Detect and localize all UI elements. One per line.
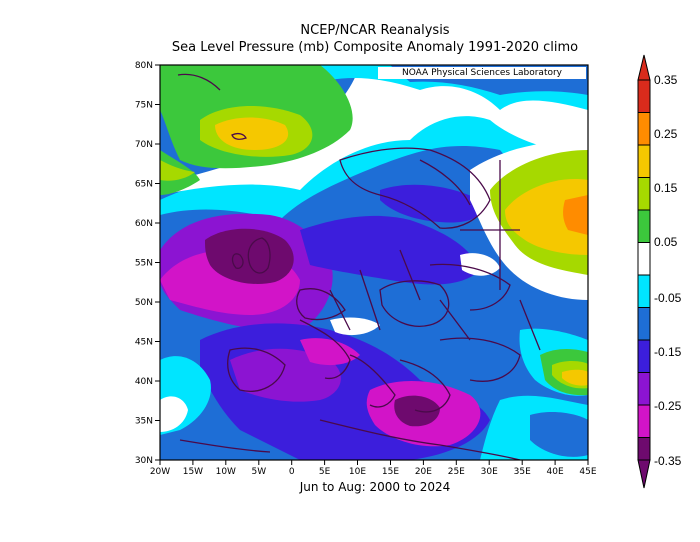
- lon-tick-label: 30E: [481, 467, 498, 477]
- lon-tick-label: 45E: [579, 467, 596, 477]
- map-subtitle: Sea Level Pressure (mb) Composite Anomal…: [171, 40, 579, 55]
- map-title: NCEP/NCAR Reanalysis: [300, 23, 450, 38]
- anomaly-field: [160, 65, 588, 460]
- lon-tick-label: 5E: [319, 467, 331, 477]
- colorbar-label: 0.35: [654, 73, 678, 87]
- lon-tick-label: 20E: [415, 467, 432, 477]
- lat-tick-label: 70N: [135, 140, 153, 150]
- lat-tick-label: 80N: [135, 61, 153, 71]
- lat-tick-label: 55N: [135, 259, 153, 269]
- coastlines: [177, 73, 541, 460]
- colorbar-swatch: [637, 339, 651, 373]
- lon-tick-label: 40E: [547, 467, 564, 477]
- lon-tick-label: 15E: [382, 467, 399, 477]
- colorbar-label: -0.05: [654, 291, 682, 305]
- lat-tick-label: 35N: [135, 417, 153, 427]
- lat-tick-label: 40N: [135, 377, 153, 387]
- lat-tick-label: 65N: [135, 180, 153, 190]
- lat-tick-label: 60N: [135, 219, 153, 229]
- lon-tick-label: 35E: [514, 467, 531, 477]
- colorbar-label: 0.15: [654, 181, 678, 195]
- lon-tick-label: 10E: [349, 467, 366, 477]
- colorbar-swatch: [637, 144, 651, 178]
- time-period-label: Jun to Aug: 2000 to 2024: [299, 480, 451, 494]
- lat-tick-label: 50N: [135, 298, 153, 308]
- colorbar-swatch: [637, 372, 651, 406]
- colorbar-swatch: [637, 177, 651, 211]
- lon-tick-label: 25E: [448, 467, 465, 477]
- colorbar-label: 0.05: [654, 235, 678, 249]
- colorbar-bottom-arrow: [637, 459, 651, 489]
- longitude-axis: 20W 15W 10W 5W 0 5E 10E 15E 20E 25E 30E …: [150, 460, 597, 477]
- colorbar-label: -0.15: [654, 345, 682, 359]
- colorbar-label: -0.25: [654, 399, 682, 413]
- colorbar-swatch: [637, 274, 651, 308]
- lon-tick-label: 5W: [251, 467, 266, 477]
- lon-tick-label: 20W: [150, 467, 170, 477]
- latitude-axis: 80N 75N 70N 65N 60N 55N 50N 45N 40N 35N …: [135, 61, 160, 466]
- colorbar-swatch: [637, 209, 651, 243]
- lat-tick-label: 75N: [135, 101, 153, 111]
- colorbar: 0.35 0.25 0.15 0.05 -0.05 -0.15 -0.25 -0…: [637, 54, 682, 489]
- colorbar-label: -0.35: [654, 454, 682, 468]
- lon-tick-label: 15W: [183, 467, 203, 477]
- lat-tick-label: 45N: [135, 338, 153, 348]
- colorbar-top-arrow: [637, 54, 651, 81]
- colorbar-swatch: [637, 437, 651, 461]
- colorbar-swatch: [637, 79, 651, 113]
- colorbar-swatch: [637, 242, 651, 276]
- credit-label: NOAA Physical Sciences Laboratory: [378, 67, 586, 79]
- lon-tick-label: 10W: [216, 467, 236, 477]
- lon-tick-label: 0: [289, 467, 295, 477]
- colorbar-swatch: [637, 404, 651, 438]
- colorbar-swatch: [637, 307, 651, 341]
- lat-tick-label: 30N: [135, 456, 153, 466]
- colorbar-swatch: [637, 112, 651, 146]
- colorbar-label: 0.25: [654, 127, 678, 141]
